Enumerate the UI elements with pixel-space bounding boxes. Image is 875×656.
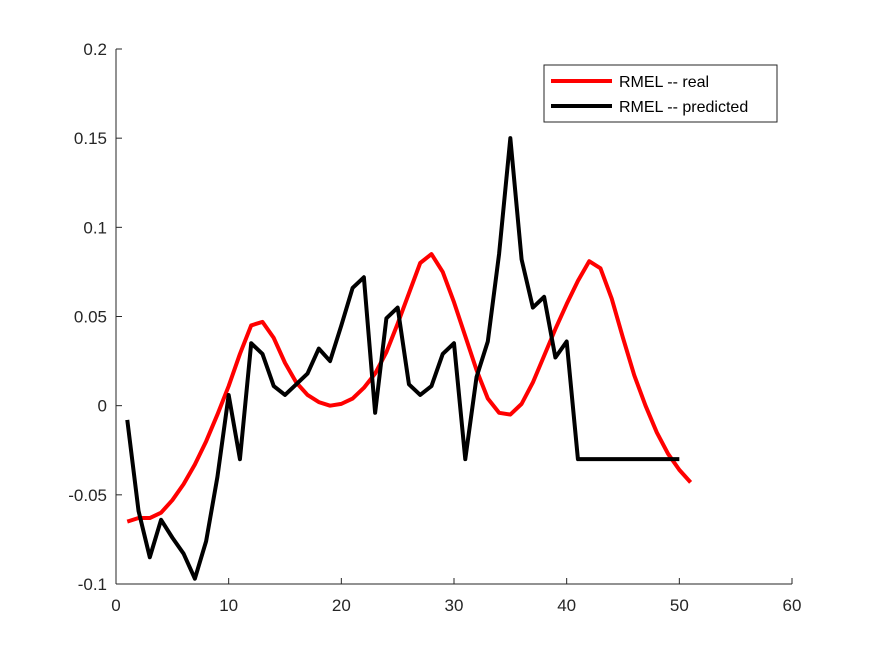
x-tick-label: 30 [445,596,464,615]
y-ticks: -0.1 -0.05 0 0.05 0.1 0.15 0.2 [68,40,122,594]
x-ticks: 0 10 20 30 40 50 60 [111,578,801,615]
x-tick-label: 10 [219,596,238,615]
legend-label-predicted: RMEL -- predicted [619,99,748,116]
y-tick-label: -0.1 [78,575,107,594]
y-tick-label: 0 [98,397,107,416]
x-tick-label: 20 [332,596,351,615]
y-tick-label: 0.1 [83,218,107,237]
x-tick-label: 40 [557,596,576,615]
plot-background [116,49,792,584]
series-layer [125,136,693,581]
y-tick-label: 0.05 [74,308,107,327]
series-line-real [126,252,693,524]
y-tick-label: 0.15 [74,129,107,148]
x-tick-label: 60 [783,596,802,615]
legend-box [543,64,778,123]
y-tick-label: 0.2 [83,40,107,59]
legend: RMEL -- real RMEL -- predicted [543,64,778,123]
series-line-predicted [125,136,680,581]
y-tick-label: -0.05 [68,486,107,505]
x-tick-label: 50 [670,596,689,615]
legend-label-real: RMEL -- real [619,74,709,91]
x-tick-label: 0 [111,596,120,615]
